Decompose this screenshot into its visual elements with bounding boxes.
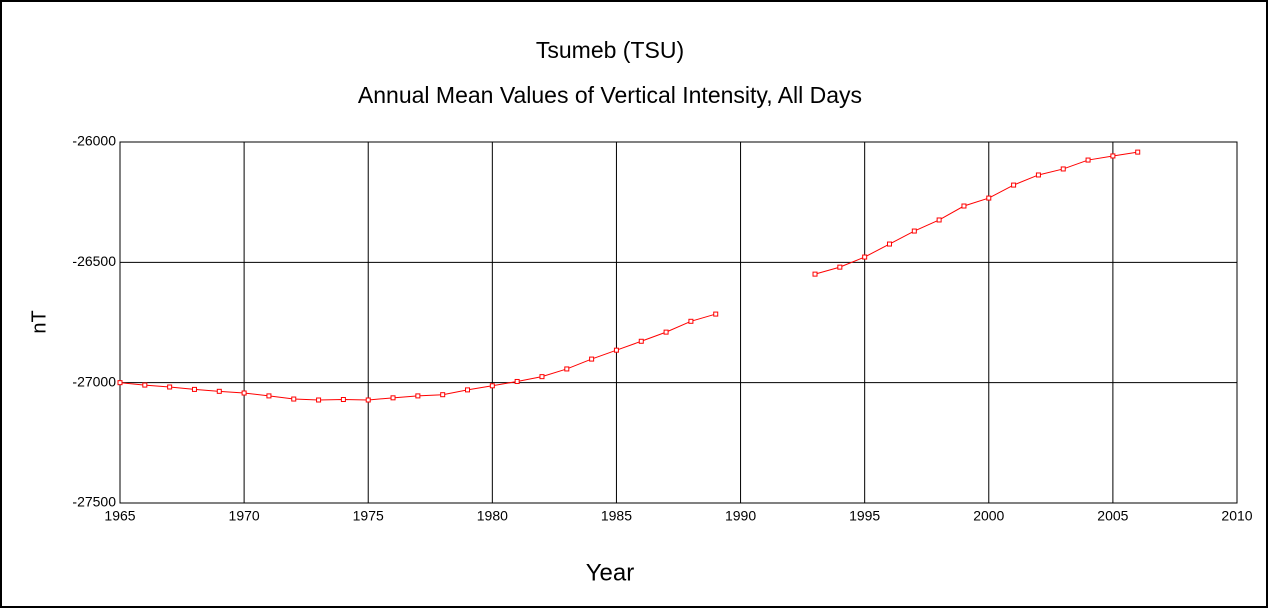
point <box>911 228 917 234</box>
point <box>961 203 967 209</box>
point <box>837 264 843 270</box>
point <box>440 392 446 398</box>
x-tick-label: 2000 <box>973 508 1004 524</box>
point <box>465 387 471 393</box>
point <box>1011 182 1017 188</box>
point <box>291 396 297 402</box>
x-tick-label: 1990 <box>725 508 756 524</box>
point <box>1035 172 1041 178</box>
point <box>862 254 868 260</box>
x-tick-label: 1985 <box>601 508 632 524</box>
point <box>1110 153 1116 159</box>
point <box>812 271 818 277</box>
point <box>564 366 570 372</box>
y-tick-label: -27000 <box>72 373 116 389</box>
x-tick-label: 2010 <box>1221 508 1252 524</box>
point <box>1135 149 1141 155</box>
point <box>1060 166 1066 172</box>
x-tick-label: 1980 <box>477 508 508 524</box>
y-tick-label: -26000 <box>72 133 116 149</box>
point <box>340 397 346 403</box>
point <box>638 338 644 344</box>
point <box>142 382 148 388</box>
x-tick-label: 1965 <box>104 508 135 524</box>
x-tick-label: 1970 <box>229 508 260 524</box>
point <box>936 217 942 223</box>
chart-subtitle: Annual Mean Values of Vertical Intensity… <box>358 82 862 108</box>
y-axis-label: nT <box>28 310 50 333</box>
point <box>539 374 545 380</box>
y-tick-label: -26500 <box>72 253 116 269</box>
point <box>167 384 173 390</box>
point <box>266 393 272 399</box>
y-tick-label: -27500 <box>72 494 116 510</box>
x-tick-label: 2005 <box>1097 508 1128 524</box>
point <box>415 393 421 399</box>
point <box>316 397 322 403</box>
x-tick-label: 1995 <box>849 508 880 524</box>
point <box>365 397 371 403</box>
point <box>886 241 892 247</box>
point <box>489 383 495 389</box>
point <box>191 386 197 392</box>
point <box>663 329 669 335</box>
point <box>589 356 595 362</box>
chart-title: Tsumeb (TSU) <box>536 37 684 63</box>
point <box>688 318 694 324</box>
point <box>216 388 222 394</box>
point <box>117 380 123 386</box>
x-tick-label: 1975 <box>353 508 384 524</box>
point <box>241 390 247 396</box>
point <box>514 378 520 384</box>
point <box>1085 157 1091 163</box>
point <box>613 347 619 353</box>
point <box>986 195 992 201</box>
x-axis-label: Year <box>586 559 635 586</box>
point <box>390 395 396 401</box>
point <box>713 311 719 317</box>
